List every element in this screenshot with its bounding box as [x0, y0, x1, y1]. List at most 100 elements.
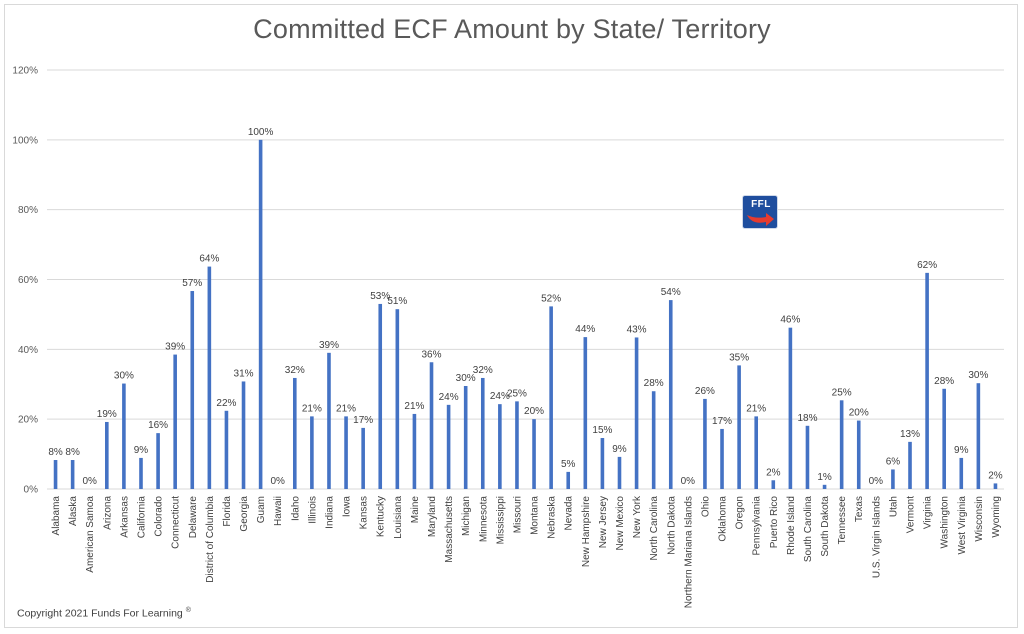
x-tick-label: Alaska: [68, 496, 79, 526]
data-label: 62%: [917, 260, 937, 271]
x-tick-label: Illinois: [307, 496, 318, 524]
bar: [53, 460, 58, 489]
x-tick-label: Wisconsin: [974, 496, 985, 542]
data-label: 36%: [422, 349, 442, 360]
bar: [310, 416, 314, 489]
x-tick-label: Missouri: [512, 496, 523, 533]
y-tick-label: 80%: [18, 205, 38, 216]
x-tick-label: Rhode Island: [786, 496, 797, 555]
data-label: 9%: [612, 444, 627, 455]
bar: [634, 337, 639, 489]
data-label: 6%: [886, 456, 901, 467]
data-label: 64%: [199, 254, 219, 265]
data-label: 54%: [661, 287, 681, 298]
x-tick-label: Georgia: [239, 496, 250, 532]
y-tick-label: 20%: [18, 415, 38, 426]
bar: [839, 400, 844, 489]
data-label: 9%: [134, 445, 149, 456]
bar: [822, 484, 827, 489]
y-tick-label: 100%: [12, 135, 38, 146]
data-label: 52%: [541, 293, 561, 304]
bar: [925, 272, 929, 489]
bar: [258, 139, 263, 490]
bar: [156, 433, 160, 489]
x-tick-label: Montana: [530, 496, 541, 535]
logo-arrow-icon: [747, 213, 774, 226]
data-label: 25%: [832, 387, 852, 398]
x-tick-label: New York: [632, 495, 643, 538]
data-label: 32%: [285, 365, 305, 376]
data-label: 39%: [319, 340, 339, 351]
x-tick-label: Guam: [256, 496, 267, 523]
bar: [190, 291, 195, 489]
bar: [378, 303, 383, 489]
x-tick-label: Nebraska: [547, 496, 558, 539]
bar: [139, 457, 143, 489]
bar: [600, 438, 605, 489]
data-label: 24%: [439, 392, 459, 403]
x-tick-label: Connecticut: [171, 496, 182, 549]
data-label: 17%: [712, 416, 732, 427]
bar: [532, 419, 536, 489]
data-label: 0%: [82, 476, 97, 487]
data-label: 0%: [270, 476, 285, 487]
x-tick-label: Alabama: [51, 496, 62, 536]
bar: [566, 471, 571, 489]
data-label: 5%: [561, 459, 576, 470]
bar: [480, 377, 485, 489]
bar: [993, 483, 998, 489]
y-tick-label: 0%: [24, 485, 39, 496]
x-tick-label: Nevada: [564, 496, 575, 531]
bar: [856, 420, 861, 489]
data-label: 19%: [97, 409, 117, 420]
bar: [788, 327, 793, 489]
bar: [617, 456, 622, 489]
data-label: 28%: [934, 376, 954, 387]
x-tick-label: Florida: [222, 496, 233, 527]
x-tick-label: New Jersey: [598, 496, 609, 548]
x-tick-label: Maine: [410, 496, 421, 524]
data-label: 9%: [954, 445, 969, 456]
data-label: 100%: [248, 127, 274, 138]
bar: [412, 413, 417, 489]
x-tick-label: Wyoming: [991, 496, 1002, 538]
x-tick-label: New Hampshire: [581, 496, 592, 568]
bar: [429, 362, 434, 489]
bar: [515, 401, 519, 489]
data-label: 20%: [524, 406, 544, 417]
bar: [737, 365, 741, 489]
data-label: 57%: [182, 278, 202, 289]
x-tick-label: Utah: [888, 496, 899, 517]
bar: [105, 421, 109, 489]
x-tick-label: Maryland: [427, 496, 438, 537]
x-tick-label: West Virginia: [957, 496, 968, 555]
bar: [720, 428, 724, 489]
data-label: 32%: [473, 365, 493, 376]
copyright-text: Copyright 2021 Funds For Learning: [17, 607, 183, 620]
data-label: 22%: [216, 398, 236, 409]
x-tick-label: Idaho: [290, 496, 301, 521]
bar: [122, 383, 126, 489]
bar: [976, 383, 981, 489]
x-tick-label: Arizona: [102, 496, 113, 530]
data-label: 16%: [148, 420, 168, 431]
bar: [771, 480, 776, 489]
x-tick-label: Kentucky: [376, 496, 387, 537]
data-label: 35%: [729, 352, 749, 363]
data-label: 8%: [65, 447, 80, 458]
x-tick-label: South Dakota: [820, 496, 831, 557]
x-tick-label: Northern Mariana Islands: [683, 496, 694, 608]
x-tick-label: Pennsylvania: [752, 496, 763, 556]
bar: [224, 410, 229, 489]
bar: [703, 398, 707, 489]
x-tick-label: North Dakota: [666, 496, 677, 555]
y-tick-label: 60%: [18, 275, 38, 286]
chart-frame: [4, 4, 1018, 628]
bar: [173, 354, 177, 489]
data-label: 20%: [849, 408, 869, 419]
data-label: 2%: [766, 467, 781, 478]
data-label: 28%: [644, 378, 664, 389]
registered-mark: ®: [185, 607, 191, 614]
x-tick-label: Delaware: [188, 496, 199, 539]
